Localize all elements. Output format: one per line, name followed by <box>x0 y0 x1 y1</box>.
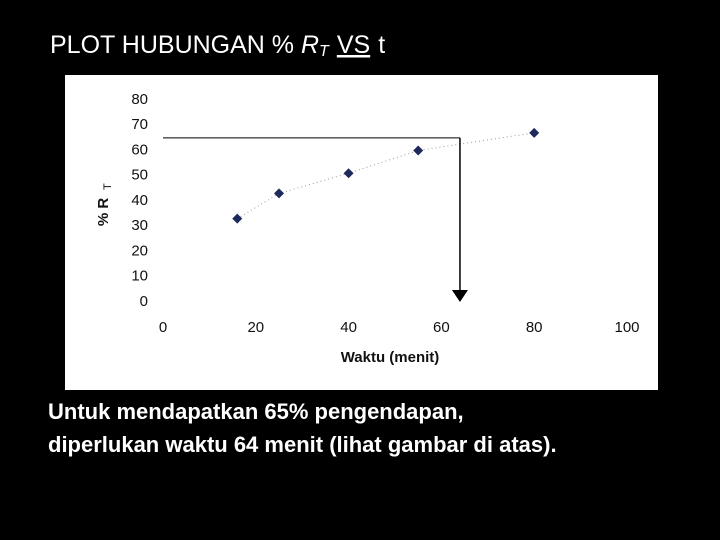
x-tick-label: 20 <box>247 319 264 336</box>
point <box>232 213 243 224</box>
caption-line: diperlukan waktu 64 menit (lihat gambar … <box>48 432 557 457</box>
y-tick-label: 80 <box>131 91 148 108</box>
point <box>343 168 354 179</box>
y-tick-label: 40 <box>131 192 148 209</box>
y-tick-label: 60 <box>131 141 148 158</box>
chart-area <box>65 75 658 390</box>
y-tick-label: 30 <box>131 217 148 234</box>
x-tick-label: 40 <box>340 319 357 336</box>
x-axis-label: Waktu (menit) <box>341 349 440 366</box>
y-tick-label: 10 <box>131 268 148 285</box>
reference-arrow <box>451 290 468 302</box>
y-tick-label: 70 <box>131 116 148 133</box>
x-tick-label: 100 <box>614 319 639 336</box>
slide-title: PLOT HUBUNGAN % RT VS t <box>50 31 385 61</box>
trendline <box>236 132 535 220</box>
title-part: T <box>319 43 330 60</box>
point <box>413 145 424 156</box>
x-tick-label: 60 <box>433 319 450 336</box>
point <box>274 188 284 199</box>
y-axis-label: % R T <box>95 183 114 226</box>
title-part: PLOT HUBUNGAN % <box>50 31 301 59</box>
caption-line: Untuk mendapatkan 65% pengendapan, <box>48 399 464 424</box>
x-tick-label: 0 <box>159 319 167 336</box>
title-part: VS <box>337 31 370 59</box>
y-axis-label-sub: T <box>102 183 114 190</box>
y-tick-label: 20 <box>131 242 148 259</box>
y-tick-label: 0 <box>140 293 148 310</box>
point <box>529 127 540 138</box>
x-tick-label: 80 <box>526 319 543 336</box>
title-part: t <box>378 31 385 59</box>
y-tick-label: 50 <box>131 167 148 184</box>
y-axis-label-main: % R <box>95 198 112 227</box>
title-part: R <box>301 31 319 59</box>
